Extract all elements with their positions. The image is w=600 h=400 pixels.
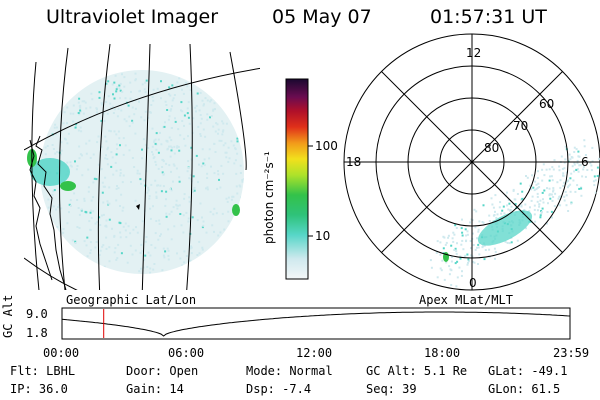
- time-tick: 23:59: [553, 346, 590, 360]
- geographic-image-panel: [24, 44, 260, 290]
- altitude-axis-label: GC Alt: [1, 294, 15, 338]
- colorbar-ticks: [308, 145, 313, 237]
- status-glon: GLon: 61.5: [488, 382, 561, 396]
- polar-emission: [429, 139, 600, 288]
- mlt-label: 6: [581, 155, 589, 169]
- instrument-title: Ultraviolet Imager: [46, 6, 219, 28]
- mlat-label: 80: [484, 141, 500, 155]
- time-tick: 12:00: [296, 346, 333, 360]
- date-label: 05 May 07: [272, 6, 372, 28]
- time-label: 01:57:31 UT: [430, 6, 547, 28]
- altitude-frame: [61, 307, 571, 340]
- coastline: [29, 135, 67, 290]
- status-gain: Gain: 14: [126, 382, 184, 396]
- status-gc-alt: GC Alt: 5.1 Re: [366, 364, 468, 378]
- altitude-y-tick: 1.8: [26, 326, 48, 340]
- status-glat: GLat: -49.1: [488, 364, 568, 378]
- left-panel-caption: Geographic Lat/Lon: [66, 293, 197, 307]
- status-door: Door: Open: [126, 364, 199, 378]
- colorbar: [285, 78, 313, 280]
- status-mode: Mode: Normal: [246, 364, 333, 378]
- colorbar-tick-label: 100: [315, 139, 338, 153]
- mlat-label: 70: [513, 119, 529, 133]
- status-dsp: Dsp: -7.4: [246, 382, 312, 396]
- mlt-label: 12: [466, 46, 482, 60]
- colorbar-unit-label: photon cm⁻²s⁻¹: [262, 151, 276, 244]
- time-tick: 18:00: [424, 346, 461, 360]
- mlat-label: 60: [539, 97, 555, 111]
- polar-grid: [344, 34, 600, 290]
- graticule: [24, 44, 260, 290]
- status-ip: IP: 36.0: [10, 382, 68, 396]
- subsatellite-marker: [136, 204, 140, 210]
- polar-aurora-patch: [477, 210, 533, 246]
- altitude-strip: [61, 307, 571, 340]
- time-tick: 06:00: [168, 346, 205, 360]
- right-panel-caption: Apex MLat/MLT: [419, 293, 513, 307]
- polar-plot: [343, 33, 600, 291]
- earth-disk: [40, 70, 244, 274]
- colorbar-tick-label: 10: [315, 229, 331, 243]
- altitude-y-tick: 9.0: [26, 307, 48, 321]
- colorbar-scale: [285, 78, 309, 280]
- altitude-curve: [61, 311, 571, 337]
- mlt-label: 18: [346, 155, 362, 169]
- status-flt: Flt: LBHL: [10, 364, 76, 378]
- time-tick: 00:00: [43, 346, 80, 360]
- status-seq: Seq: 39: [366, 382, 417, 396]
- emission-speckle: [40, 72, 244, 274]
- aurora-bright-spot: [232, 204, 240, 216]
- aurora-bright-spot: [60, 181, 76, 191]
- mlt-label: 0: [469, 276, 477, 290]
